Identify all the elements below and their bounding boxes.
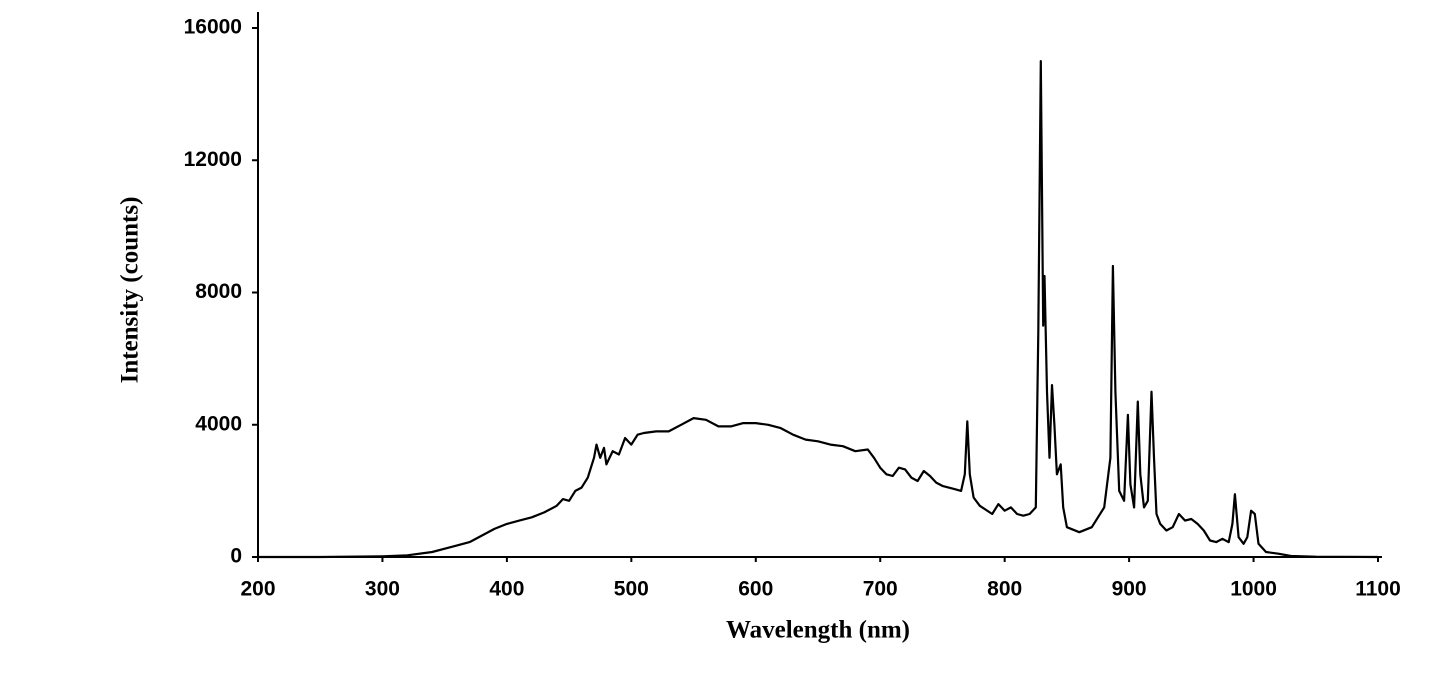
x-tick-label: 1100 xyxy=(1355,578,1401,601)
x-tick-label: 300 xyxy=(365,578,400,601)
spectrum-line xyxy=(258,60,1379,559)
x-tick-label: 1000 xyxy=(1230,578,1277,601)
x-tick-label: 500 xyxy=(614,578,649,601)
y-tick-label: 16000 xyxy=(184,16,242,39)
x-tick-label: 400 xyxy=(489,578,524,601)
y-axis-title: Intensity (counts) xyxy=(117,197,144,384)
x-tick-label: 900 xyxy=(1112,578,1147,601)
x-tick-label: 800 xyxy=(987,578,1022,601)
x-tick-label: 600 xyxy=(738,578,773,601)
y-tick-label: 0 xyxy=(230,545,242,568)
y-tick-label: 4000 xyxy=(195,412,242,435)
x-tick-label: 200 xyxy=(240,578,275,601)
x-axis-title: Wavelength (nm) xyxy=(726,617,910,644)
y-tick-label: 8000 xyxy=(195,280,242,303)
x-tick-label: 700 xyxy=(863,578,898,601)
y-tick-label: 12000 xyxy=(184,148,242,171)
